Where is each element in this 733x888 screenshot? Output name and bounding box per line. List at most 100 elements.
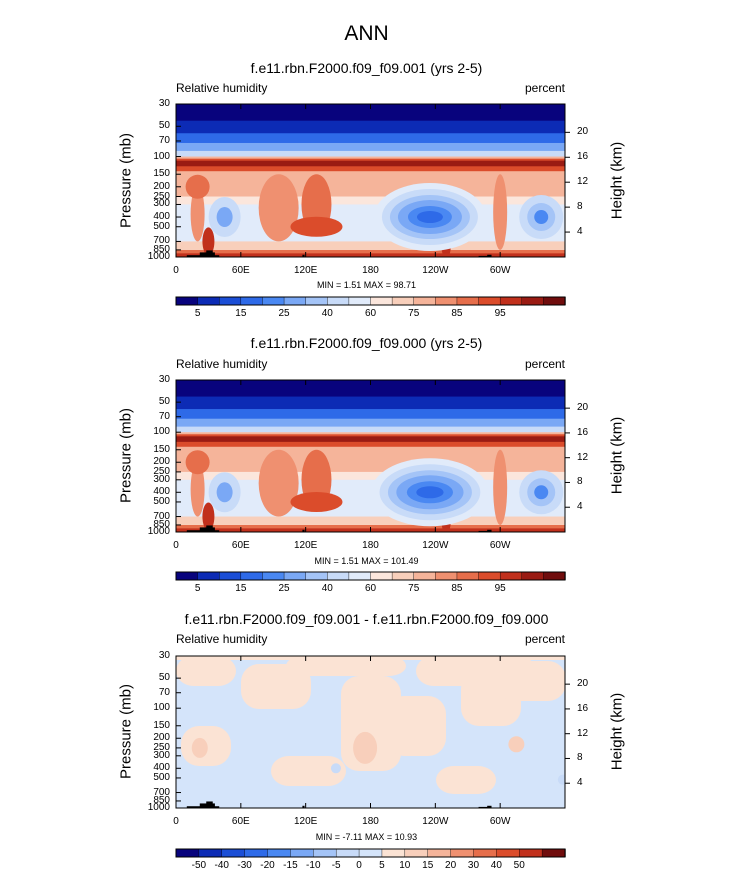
colorbar-swatch <box>175 571 199 581</box>
variable-label: Relative humidity <box>176 81 268 95</box>
colorbar-label: 40 <box>490 860 502 871</box>
topography <box>302 254 305 257</box>
colorbar-swatch <box>262 296 285 306</box>
y-tick-right-label: 4 <box>577 501 583 513</box>
colorbar-label: 85 <box>451 308 463 319</box>
y-tick-label: 500 <box>153 771 170 783</box>
colorbar-swatch <box>240 296 264 306</box>
tropopause-core <box>176 436 565 442</box>
colorbar-swatch <box>543 296 566 306</box>
colorbar-swatch <box>348 296 372 306</box>
lower-troposphere <box>176 516 565 525</box>
y-tick-label: 850 <box>153 518 170 530</box>
y-tick-label: 30 <box>158 98 170 109</box>
colorbar-swatch <box>391 296 415 306</box>
colorbar-swatch <box>197 571 220 581</box>
x-tick-label: 60W <box>489 265 511 276</box>
y-tick-label: 500 <box>153 495 170 507</box>
colorbar-swatch <box>499 571 523 581</box>
y-tick-right-label: 8 <box>577 476 583 488</box>
x-tick-label: 180 <box>362 816 379 827</box>
topography <box>206 801 213 808</box>
positive-region <box>271 756 346 786</box>
y-tick-label: 700 <box>153 235 170 247</box>
y-tick-label: 100 <box>153 150 170 162</box>
y-tick-label: 1000 <box>147 802 170 813</box>
plot-2 <box>176 380 565 532</box>
y-axis-title: Pressure (mb) <box>117 132 135 228</box>
min-max-label: MIN = 1.51 MAX = 98.71 <box>316 280 417 290</box>
colorbar-swatch <box>427 848 452 858</box>
colorbar-label: 5 <box>194 308 201 319</box>
y-tick-label: 1000 <box>147 251 170 262</box>
colorbar-swatch <box>240 571 264 581</box>
colorbar-swatch <box>283 571 307 581</box>
colorbar-label: 10 <box>399 860 411 871</box>
x-tick-label: 120E <box>293 540 318 551</box>
x-tick-label: 60E <box>231 816 250 827</box>
x-tick-label: 120E <box>293 265 318 276</box>
colorbar-swatch <box>413 571 437 581</box>
x-tick-label: 60W <box>489 540 511 551</box>
colorbar-label: 30 <box>467 860 480 871</box>
x-tick-label: 60W <box>489 816 511 827</box>
colorbar-label: 0 <box>356 860 362 871</box>
y-tick-right-label: 16 <box>577 702 589 714</box>
moist-core <box>290 491 343 512</box>
y-tick-right-label: 20 <box>577 678 589 690</box>
y-axis-title: Pressure (mb) <box>117 683 135 780</box>
colorbar-swatch <box>370 571 393 581</box>
figure-title: ANN <box>344 22 389 45</box>
colorbar-label: 95 <box>494 308 506 319</box>
units-label: percent <box>524 632 565 646</box>
colorbar-label: -15 <box>283 860 298 871</box>
field-layer <box>176 104 565 257</box>
x-tick-label: 180 <box>362 265 379 276</box>
colorbar-swatch <box>313 848 337 858</box>
dry-core-eastern-pacific <box>416 486 444 499</box>
y-tick-label: 1000 <box>147 526 170 537</box>
colorbar-swatch <box>175 848 200 858</box>
convective-column <box>493 449 508 525</box>
colorbar-3 <box>175 848 566 858</box>
dry-core-atlantic <box>534 485 549 500</box>
positive-region <box>386 696 446 756</box>
colorbar-label: 60 <box>364 583 377 594</box>
y-tick-right-label: 4 <box>577 226 583 238</box>
y-tick-label: 100 <box>153 426 170 438</box>
topography <box>478 530 490 532</box>
y-tick-right-label: 16 <box>577 426 589 438</box>
y-tick-label: 50 <box>158 120 170 132</box>
colorbar-label: 25 <box>278 583 290 594</box>
positive-region <box>286 656 406 676</box>
colorbar-swatch <box>541 848 566 858</box>
stratosphere-band <box>176 150 565 157</box>
convective-column <box>258 174 299 242</box>
y-tick-label: 250 <box>153 465 170 477</box>
colorbar-label: 5 <box>194 583 201 594</box>
colorbar-swatch <box>175 296 199 306</box>
min-max-label: MIN = 1.51 MAX = 101.49 <box>314 556 419 566</box>
y-tick-label: 300 <box>153 198 170 210</box>
colorbar-frame <box>175 296 566 306</box>
y-tick-label: 70 <box>158 410 170 422</box>
plot-1 <box>176 104 565 257</box>
positive-core <box>191 737 208 758</box>
colorbar-1 <box>175 296 566 306</box>
plot-axes-2 <box>175 379 570 533</box>
x-tick-label: 60E <box>231 265 250 276</box>
colorbar-swatch <box>198 848 223 858</box>
units-label: percent <box>524 357 565 371</box>
field-layer <box>176 380 565 532</box>
y-tick-right-label: 4 <box>577 777 583 789</box>
colorbar-label: -5 <box>331 860 341 871</box>
colorbar-swatch <box>262 571 285 581</box>
colorbar-swatch <box>456 296 480 306</box>
topography <box>302 805 305 808</box>
plot-3 <box>176 656 565 808</box>
colorbar-swatch <box>335 848 360 858</box>
y-tick-label: 250 <box>153 741 170 753</box>
colorbar-label: -20 <box>260 860 275 871</box>
colorbar-label: 75 <box>408 308 420 319</box>
